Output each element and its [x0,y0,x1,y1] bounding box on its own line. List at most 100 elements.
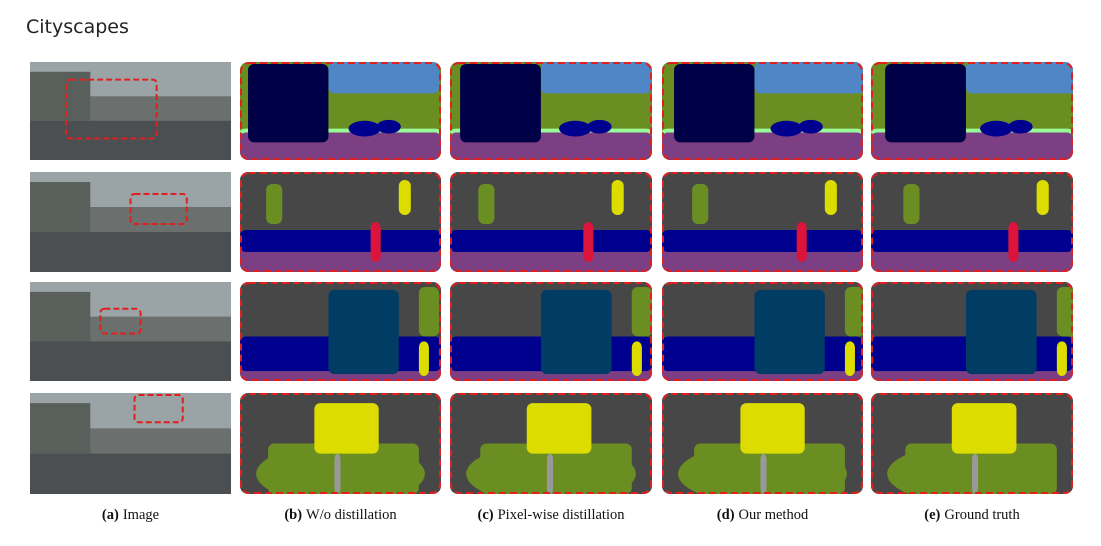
column-caption: (b) W/o distillation [284,507,397,523]
segmentation [871,282,1073,381]
region [348,120,381,137]
photo-buildings [30,403,91,454]
region [980,120,1013,137]
region [760,453,767,494]
segmentation-panel [871,62,1073,160]
panel-border [240,393,441,494]
region [546,453,554,494]
region [328,62,439,94]
region [583,222,594,262]
region [631,341,642,377]
panel-border [871,172,1073,272]
region [611,180,624,215]
region [798,119,823,134]
segmentation [662,393,863,494]
segmentation [871,172,1073,272]
region [754,289,825,375]
column-caption: (c) Pixel-wise distillation [478,507,626,523]
caption-label: Pixel-wise distillation [498,507,626,523]
segmentation [450,62,652,160]
panel-border [450,172,652,272]
panel-border [240,172,441,272]
segmentation-panel [450,62,652,160]
segmentation-panel [450,172,652,272]
segmentation-panel [662,393,863,494]
panel-border [662,62,863,160]
region [450,247,652,272]
region [1008,119,1033,134]
figure-title: Cityscapes [26,16,129,38]
panel-border [662,172,863,272]
segmentation [240,282,441,381]
region [1008,222,1019,262]
panel-border [240,62,441,160]
region [844,341,855,377]
region [587,119,612,134]
segmentation [450,172,652,272]
region [314,403,379,454]
caption-label: W/o distillation [306,507,397,523]
segmentation-panel [240,62,441,160]
region [559,120,592,137]
caption-tag: (a) [102,507,119,523]
segmentation-panel [240,172,441,272]
region [398,180,411,215]
region [1036,180,1049,215]
panel-border [662,393,863,494]
region [903,184,920,224]
region [370,222,381,262]
photo-road [30,453,231,494]
caption-label: Image [123,507,159,523]
segmentation [240,393,441,494]
region [266,184,283,224]
region [1056,341,1067,377]
photo-road [30,341,231,381]
panel-border [240,282,441,381]
region [450,230,652,252]
region [328,289,399,375]
caption-label: Ground truth [944,507,1020,523]
segmentation [662,172,863,272]
region [905,443,1057,494]
panel-border [450,282,652,381]
region [754,62,863,94]
segmentation-panel [662,62,863,160]
photo-panel [30,172,231,272]
photo-buildings [30,291,91,342]
segmentation [662,62,863,160]
photo-panel [30,282,231,381]
segmentation-panel [450,282,652,381]
region [418,286,439,337]
region [972,453,979,494]
region [480,443,632,494]
column-caption: (a) Image [102,507,159,523]
panel-border [450,62,652,160]
highlight-box [129,193,188,225]
region [871,230,1073,252]
region [1056,286,1073,337]
caption-label: Our method [739,507,809,523]
caption-tag: (e) [924,507,940,523]
caption-tag: (b) [284,507,302,523]
segmentation [662,282,863,381]
panel-border [450,393,652,494]
region [770,120,803,137]
highlight-box [65,78,158,140]
photo-road [30,232,231,272]
photo-road [30,120,231,160]
segmentation-panel [662,172,863,272]
segmentation-panel [450,393,652,494]
region [951,403,1017,454]
highlight-box [133,394,184,424]
panel-border [871,62,1073,160]
region [965,289,1037,375]
region [871,247,1073,272]
region [478,184,495,224]
photo-panel [30,62,231,160]
region [240,247,441,272]
region [631,286,652,337]
region [526,403,592,454]
segmentation-panel [871,282,1073,381]
panel-border [662,282,863,381]
region [540,62,652,94]
